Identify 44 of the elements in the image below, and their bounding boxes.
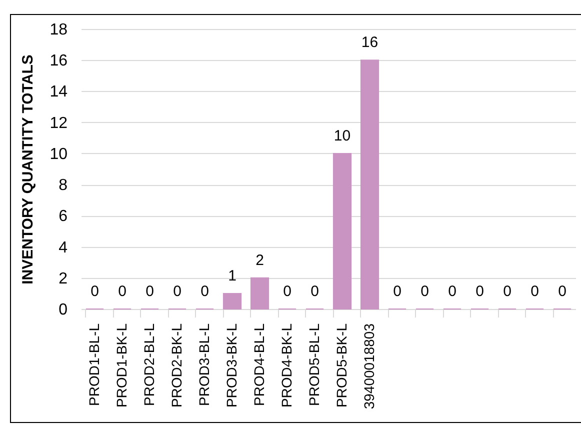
data-label: 0 (90, 283, 99, 300)
bar (250, 277, 270, 310)
x-tick-label: PROD2-BL-L (140, 323, 157, 406)
data-label: 0 (558, 283, 566, 300)
x-tick-label: PROD1-BL-L (86, 323, 102, 406)
x-tick-label: PROD3-BL-L (196, 323, 212, 406)
x-tick-label: PROD5-BL-L (306, 323, 322, 406)
data-label: 2 (256, 252, 264, 269)
x-tick-label: PROD4-BL-L (250, 323, 267, 406)
data-label: 0 (420, 283, 429, 300)
data-label: 0 (310, 283, 319, 300)
y-tick-label: 6 (58, 208, 68, 226)
y-tick-label: 18 (50, 22, 68, 38)
data-label: 16 (361, 34, 378, 52)
data-label: 0 (118, 283, 126, 300)
data-label: 0 (503, 283, 512, 300)
data-label: 0 (393, 283, 402, 300)
data-label: 0 (283, 283, 292, 300)
bar (360, 60, 380, 310)
y-tick-label: 8 (58, 177, 68, 194)
x-tick-label: PROD3-BK-L (223, 323, 240, 408)
data-label: 0 (530, 283, 539, 300)
y-tick-label: 2 (58, 270, 68, 288)
data-label: 0 (476, 283, 484, 300)
x-tick-label: PROD4-BK-L (278, 323, 294, 408)
data-label: 1 (228, 267, 236, 284)
data-label: 10 (334, 127, 351, 144)
bar (332, 152, 352, 310)
x-tick-label: PROD5-BK-L (333, 323, 350, 408)
x-tick-label: PROD1-BK-L (113, 323, 130, 408)
x-tick-label: 39400018803 (360, 323, 377, 410)
data-label: 0 (146, 283, 154, 300)
y-tick-label: 12 (50, 114, 68, 132)
data-label: 0 (200, 283, 209, 300)
y-tick-label: 10 (50, 146, 68, 163)
y-tick-label: 0 (58, 302, 68, 318)
y-tick-label: 14 (50, 84, 68, 101)
data-label: 0 (448, 283, 456, 300)
y-axis-title: INVENTORY QUANTITY TOTALS (20, 54, 37, 284)
x-tick-label: PROD2-BK-L (168, 323, 184, 408)
y-tick-label: 16 (50, 52, 68, 70)
data-label: 0 (173, 283, 182, 300)
y-tick-label: 4 (58, 239, 68, 256)
bar (222, 292, 242, 310)
